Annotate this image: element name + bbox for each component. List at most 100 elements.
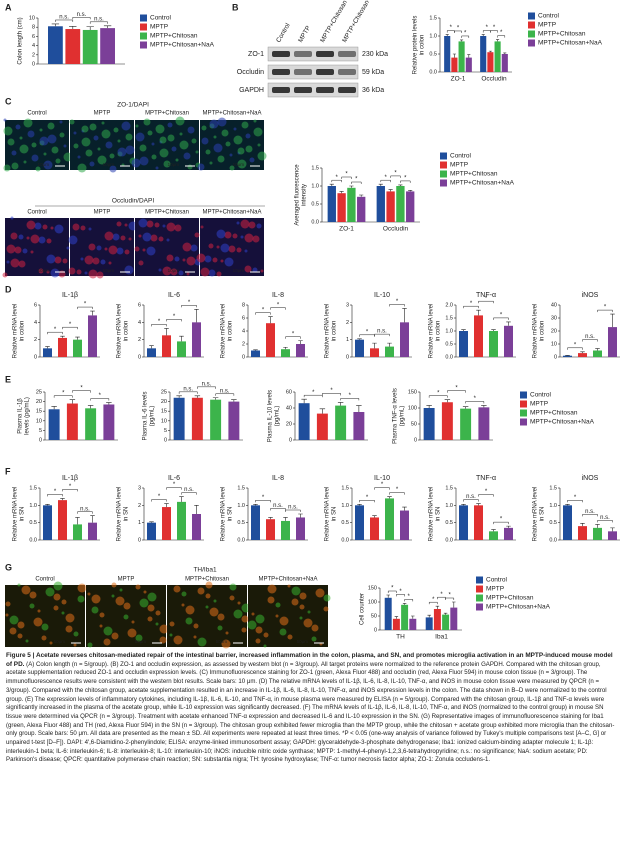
stain bbox=[224, 257, 234, 267]
image-column-label: MPTP+Chitosan+NaA bbox=[202, 111, 261, 117]
significance-bracket bbox=[285, 336, 301, 339]
error-bar bbox=[339, 191, 344, 194]
error-bar bbox=[491, 529, 496, 532]
error-bar bbox=[357, 503, 362, 506]
stain bbox=[23, 118, 33, 128]
error-bar bbox=[411, 615, 415, 619]
y-axis-label: Relative protein levels bbox=[413, 16, 419, 75]
y-axis-label: Relative mRNA level bbox=[221, 304, 227, 359]
y-axis-label: in SN bbox=[20, 507, 26, 522]
significance-bracket bbox=[463, 305, 479, 309]
stain bbox=[131, 620, 135, 624]
stain bbox=[279, 616, 289, 626]
stain bbox=[255, 626, 263, 634]
bar bbox=[459, 505, 468, 540]
y-tick-label: 20 bbox=[161, 399, 167, 405]
y-tick-label: 1.5 bbox=[311, 165, 319, 171]
significance-label: * bbox=[493, 25, 496, 31]
bar bbox=[357, 196, 366, 222]
stain bbox=[61, 599, 67, 605]
y-tick-label: 4 bbox=[34, 320, 37, 326]
stain bbox=[51, 146, 59, 154]
stain bbox=[216, 229, 226, 239]
y-tick-label: 0 bbox=[138, 537, 141, 543]
y-tick-label: 100 bbox=[408, 405, 417, 411]
y-axis-label: in SN bbox=[124, 507, 130, 522]
image-column-label: MPTP+Chitosan+NaA bbox=[202, 210, 261, 216]
bar bbox=[423, 408, 435, 440]
significance-label: * bbox=[292, 331, 295, 337]
stain bbox=[185, 605, 195, 615]
bar bbox=[353, 412, 365, 440]
error-bar bbox=[481, 405, 487, 408]
stain bbox=[104, 247, 108, 251]
stain bbox=[147, 130, 153, 136]
stain bbox=[9, 627, 17, 635]
y-tick-label: 0 bbox=[242, 354, 245, 360]
stain bbox=[147, 604, 155, 612]
error-bar bbox=[488, 50, 492, 53]
y-tick-label: 1.0 bbox=[445, 503, 453, 509]
error-bar bbox=[283, 346, 288, 350]
stain bbox=[26, 236, 30, 240]
bar bbox=[593, 350, 602, 357]
bar bbox=[563, 355, 572, 357]
y-tick-label: 0.0 bbox=[311, 219, 319, 225]
significance-bracket bbox=[89, 21, 108, 24]
chart-title: IL-10 bbox=[374, 292, 390, 299]
stain bbox=[73, 143, 79, 149]
error-bar bbox=[45, 503, 50, 506]
chart-title: IL-1β bbox=[62, 475, 78, 482]
stain bbox=[155, 166, 159, 170]
stain bbox=[99, 624, 103, 628]
error-bar bbox=[357, 338, 362, 340]
stain bbox=[263, 644, 267, 648]
bar bbox=[177, 501, 186, 540]
stain bbox=[183, 152, 191, 160]
significance-label: * bbox=[330, 388, 333, 394]
significance-bracket bbox=[62, 326, 78, 330]
significance-bracket bbox=[390, 175, 401, 178]
stain bbox=[100, 259, 106, 265]
stain bbox=[159, 636, 167, 644]
stain bbox=[124, 265, 134, 275]
significance-bracket bbox=[597, 520, 613, 523]
scale-bar-label: 50μm bbox=[297, 639, 309, 644]
significance-label: n.s. bbox=[80, 506, 90, 512]
stain bbox=[47, 134, 57, 144]
y-axis-label: in colon bbox=[420, 35, 426, 56]
error-bar bbox=[595, 524, 600, 528]
y-tick-label: 100 bbox=[368, 599, 377, 605]
stain bbox=[236, 221, 240, 225]
y-tick-label: 3 bbox=[138, 485, 141, 491]
stain bbox=[205, 581, 213, 589]
stain bbox=[174, 224, 182, 232]
stain bbox=[7, 138, 15, 146]
stain bbox=[181, 603, 185, 607]
bar bbox=[192, 514, 201, 540]
stain bbox=[10, 216, 14, 220]
y-axis-label: Plasma TNF-α levels bbox=[393, 388, 399, 444]
legend-swatch bbox=[476, 594, 483, 602]
significance-label: n.s. bbox=[585, 334, 595, 340]
stain bbox=[166, 222, 176, 232]
chart-title: TNF-α bbox=[476, 475, 496, 482]
bar bbox=[441, 402, 453, 440]
blot-band bbox=[272, 69, 290, 75]
image-title: ZO-1/DAPI bbox=[117, 102, 149, 109]
significance-label: n.s. bbox=[59, 15, 69, 21]
error-bar bbox=[60, 335, 65, 338]
stain bbox=[225, 141, 231, 147]
legend-label: MPTP+Chitosan bbox=[530, 410, 578, 417]
stain bbox=[228, 245, 236, 253]
error-bar bbox=[194, 309, 199, 323]
stain bbox=[72, 223, 80, 231]
stain bbox=[201, 125, 207, 131]
significance-label: * bbox=[391, 586, 394, 592]
stain bbox=[253, 127, 263, 137]
significance-bracket bbox=[567, 347, 583, 350]
stain bbox=[299, 592, 307, 600]
significance-bracket bbox=[62, 489, 78, 492]
stain bbox=[99, 612, 105, 618]
stain bbox=[237, 601, 241, 605]
